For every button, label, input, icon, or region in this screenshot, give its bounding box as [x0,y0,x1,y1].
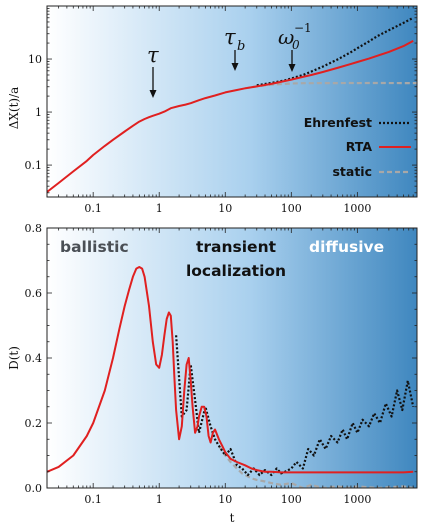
legend-label-rta: RTA [346,139,373,154]
annotation-omega-sub: 0 [292,38,300,52]
series-line-rta-bottom [47,266,414,474]
x-tick-label: 10 [218,202,232,215]
series-line-ehrenfest-top [256,16,414,87]
legend: Ehrenfest RTA static [304,115,411,179]
top-panel: 0.1 1 10 100 1000 0.1 1 10 [25,5,418,215]
y-tick-label: 0.6 [25,287,43,300]
x-tick-label: 100 [281,202,302,215]
x-tick-label: 1000 [343,493,371,506]
plot-background [47,6,417,197]
annotation-tau: τ [147,43,159,98]
annotation-tau-b-label: τ [224,25,236,49]
regime-label-localization: localization [186,262,286,280]
annotation-omega-label: ω [278,25,294,49]
annotation-omega: ω 0 −1 [278,21,312,72]
y-tick-label: 0.8 [25,222,43,235]
annotation-tau-label: τ [147,43,159,67]
y-tick-label: 0.2 [25,417,43,430]
annotation-tau-b: τ b [224,25,245,71]
bottom-ylabel: D(t) [7,346,21,370]
top-ylabel: ΔX(t)/a [7,87,21,130]
x-tick-label: 10 [218,493,232,506]
y-tick-label: 0.1 [25,159,43,172]
x-tick-label: 0.1 [84,493,102,506]
y-tick-label: 1 [35,106,42,119]
series-line-static-top [244,81,417,90]
annotation-omega-sup: −1 [294,21,312,35]
y-tick-label: 0.0 [25,482,43,495]
plot-frame [46,5,418,198]
regime-label-diffusive: diffusive [309,238,384,256]
legend-label-ehrenfest: Ehrenfest [304,115,372,130]
x-tick-label: 1 [156,202,163,215]
x-tick-label: 0.1 [84,202,102,215]
x-tick-label: 1 [156,493,163,506]
plot-background [47,228,417,488]
bottom-xlabel: t [230,511,235,525]
y-tick-label: 10 [28,53,42,66]
y-tick-label: 0.4 [25,352,43,365]
regime-label-transient: transient [196,238,277,256]
x-tick-label: 1000 [343,202,371,215]
series-line-rta-top [47,40,414,193]
x-tick-label: 100 [281,493,302,506]
bottom-panel: 0.1 1 10 100 1000 0.0 0.2 0.4 0.6 0.8 [25,222,418,506]
regime-label-ballistic: ballistic [60,238,129,256]
legend-label-static: static [332,164,372,179]
annotation-tau-b-sub: b [237,39,245,54]
